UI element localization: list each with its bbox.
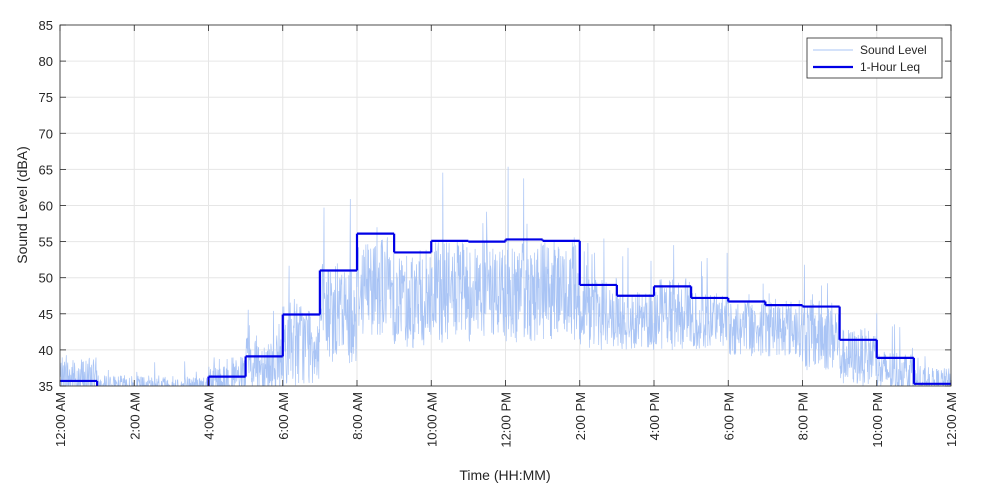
y-tick-label: 80 <box>39 54 53 69</box>
x-tick-label: 10:00 PM <box>870 392 885 448</box>
x-tick-label: 6:00 PM <box>721 392 736 440</box>
y-axis-label: Sound Level (dBA) <box>14 146 30 264</box>
legend-label-sound-level: Sound Level <box>860 43 927 57</box>
x-tick-labels: 12:00 AM 2:00 AM 4:00 AM 6:00 AM 8:00 AM 10:0… <box>53 392 959 448</box>
x-tick-label: 2:00 AM <box>127 392 142 440</box>
y-tick-label: 55 <box>39 235 53 250</box>
x-tick-label: 10:00 AM <box>424 392 439 447</box>
x-tick-label: 4:00 PM <box>647 392 662 440</box>
x-tick-label: 4:00 AM <box>202 392 217 440</box>
y-tick-label: 70 <box>39 126 53 141</box>
legend-box <box>806 37 943 79</box>
x-axis-label: Time (HH:MM) <box>459 467 550 483</box>
y-tick-label: 45 <box>39 307 53 322</box>
x-tick-label: 12:00 AM <box>53 392 68 447</box>
x-tick-label: 6:00 AM <box>276 392 291 440</box>
legend: Sound Level 1-Hour Leq <box>806 37 943 79</box>
y-tick-label: 75 <box>39 90 53 105</box>
x-tick-label: 12:00 AM <box>944 392 959 447</box>
y-tick-label: 35 <box>39 379 53 394</box>
y-tick-label: 50 <box>39 271 53 286</box>
y-tick-label: 85 <box>39 18 53 33</box>
axis-ticks <box>59 24 952 387</box>
x-tick-label: 2:00 PM <box>573 392 588 440</box>
x-tick-label: 8:00 PM <box>796 392 811 440</box>
y-tick-label: 40 <box>39 343 53 358</box>
y-tick-label: 65 <box>39 162 53 177</box>
y-tick-label: 60 <box>39 199 53 214</box>
legend-label-leq: 1-Hour Leq <box>860 60 920 74</box>
sound-level-trace <box>60 166 951 386</box>
x-tick-label: 8:00 AM <box>350 392 365 440</box>
y-tick-labels: 35 40 45 50 55 60 65 70 75 80 85 <box>39 18 53 394</box>
x-tick-label: 12:00 PM <box>499 392 514 448</box>
